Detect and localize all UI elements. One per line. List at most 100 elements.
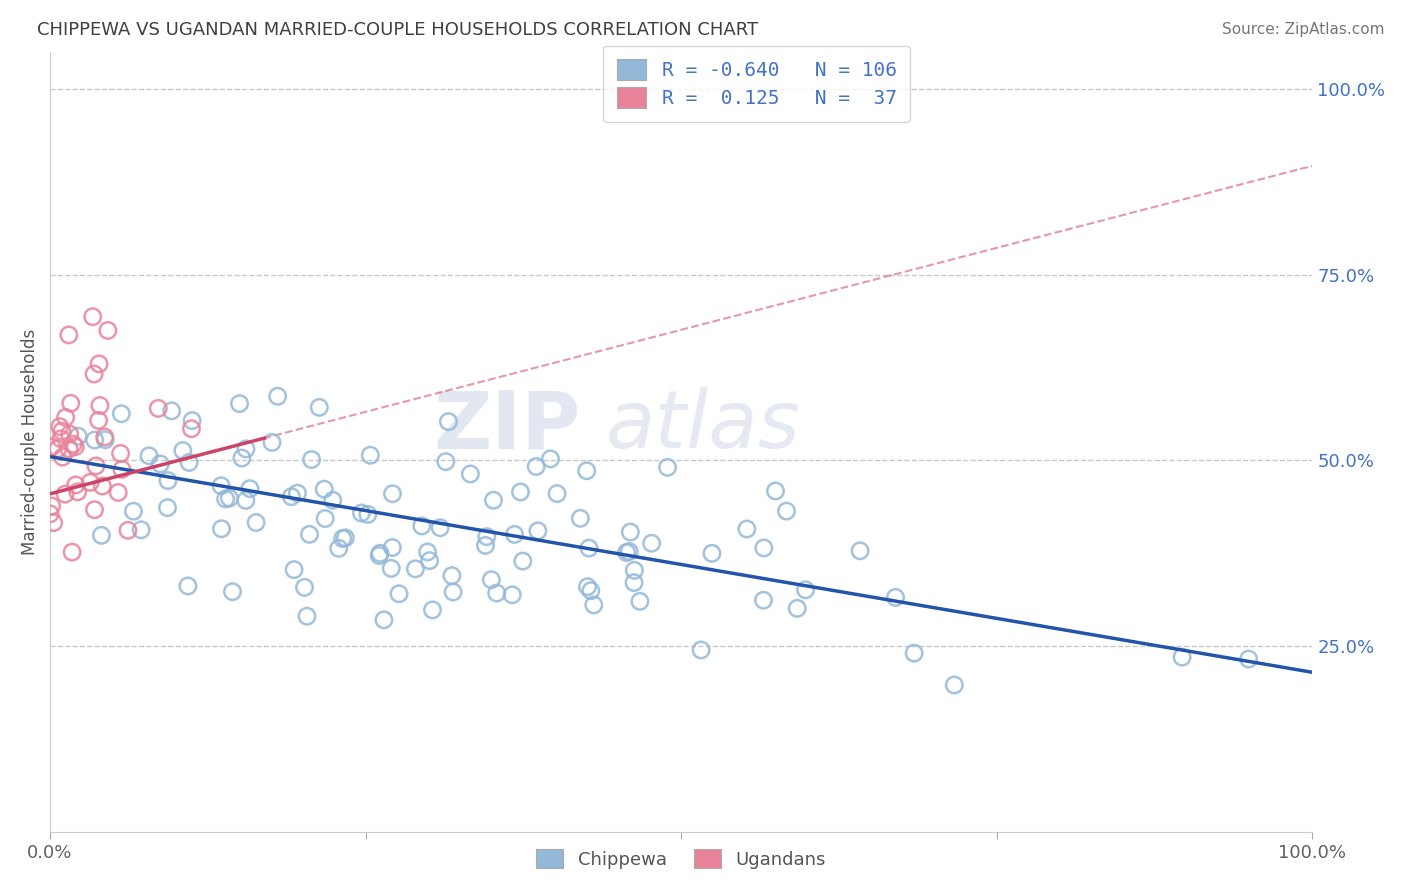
Point xyxy=(91,479,114,493)
Point xyxy=(93,430,115,444)
Point xyxy=(1237,652,1260,666)
Point xyxy=(65,478,87,492)
Point xyxy=(53,487,76,501)
Point xyxy=(322,493,344,508)
Point xyxy=(314,482,336,496)
Point xyxy=(83,433,105,447)
Point xyxy=(41,440,63,454)
Point xyxy=(94,433,117,447)
Point xyxy=(357,508,380,522)
Point xyxy=(156,474,179,488)
Point xyxy=(479,573,502,587)
Point xyxy=(538,451,561,466)
Point xyxy=(117,524,139,538)
Point xyxy=(623,575,645,590)
Point xyxy=(332,532,354,546)
Point xyxy=(411,519,433,533)
Point xyxy=(59,427,82,442)
Point xyxy=(83,502,105,516)
Point xyxy=(295,609,318,624)
Legend: Chippewa, Ugandans: Chippewa, Ugandans xyxy=(527,839,835,878)
Point xyxy=(775,504,797,518)
Point xyxy=(110,407,132,421)
Point xyxy=(48,419,70,434)
Point xyxy=(218,491,240,505)
Point xyxy=(129,523,152,537)
Point xyxy=(122,504,145,518)
Point xyxy=(60,545,83,559)
Point xyxy=(245,516,267,530)
Point xyxy=(111,462,134,476)
Point xyxy=(359,448,381,462)
Point xyxy=(62,437,84,451)
Point xyxy=(700,546,723,560)
Point xyxy=(235,442,257,456)
Point xyxy=(260,435,283,450)
Y-axis label: Married-couple Households: Married-couple Households xyxy=(21,328,39,555)
Point xyxy=(179,455,201,469)
Point xyxy=(460,467,482,481)
Point xyxy=(884,591,907,605)
Point xyxy=(429,521,451,535)
Point xyxy=(294,580,316,594)
Point xyxy=(51,424,73,438)
Point xyxy=(434,455,457,469)
Point xyxy=(82,310,104,324)
Point xyxy=(221,584,243,599)
Text: Source: ZipAtlas.com: Source: ZipAtlas.com xyxy=(1222,22,1385,37)
Point xyxy=(475,530,498,544)
Point xyxy=(849,543,872,558)
Point xyxy=(441,585,464,599)
Point xyxy=(579,583,602,598)
Point xyxy=(65,440,87,454)
Point xyxy=(903,646,925,660)
Point xyxy=(214,491,236,506)
Point xyxy=(149,457,172,471)
Point xyxy=(228,396,250,410)
Point xyxy=(419,554,441,568)
Point xyxy=(239,482,262,496)
Point xyxy=(569,511,592,525)
Point xyxy=(39,507,62,521)
Point xyxy=(51,450,73,464)
Point xyxy=(58,327,80,342)
Point xyxy=(148,401,170,416)
Point xyxy=(546,486,568,500)
Point xyxy=(42,516,65,530)
Point xyxy=(46,442,69,456)
Point xyxy=(735,522,758,536)
Point xyxy=(211,522,233,536)
Point xyxy=(41,499,63,513)
Point xyxy=(640,536,662,550)
Point xyxy=(160,404,183,418)
Point xyxy=(474,538,496,552)
Point xyxy=(501,588,523,602)
Point xyxy=(156,500,179,515)
Point xyxy=(752,541,775,555)
Point xyxy=(381,487,404,501)
Point xyxy=(509,485,531,500)
Point xyxy=(97,323,120,337)
Point xyxy=(616,545,638,559)
Point xyxy=(373,613,395,627)
Point xyxy=(576,580,599,594)
Point xyxy=(181,414,204,428)
Point xyxy=(690,643,713,657)
Point xyxy=(280,490,302,504)
Point xyxy=(628,594,651,608)
Point xyxy=(87,413,110,427)
Point xyxy=(752,593,775,607)
Point xyxy=(231,450,253,465)
Point xyxy=(381,541,404,555)
Point xyxy=(314,511,336,525)
Point xyxy=(79,475,101,490)
Point xyxy=(49,432,72,446)
Point xyxy=(107,485,129,500)
Point xyxy=(235,493,257,508)
Point xyxy=(794,582,817,597)
Point xyxy=(388,587,411,601)
Point xyxy=(623,563,645,577)
Point xyxy=(943,678,966,692)
Point xyxy=(619,544,641,558)
Point xyxy=(209,479,232,493)
